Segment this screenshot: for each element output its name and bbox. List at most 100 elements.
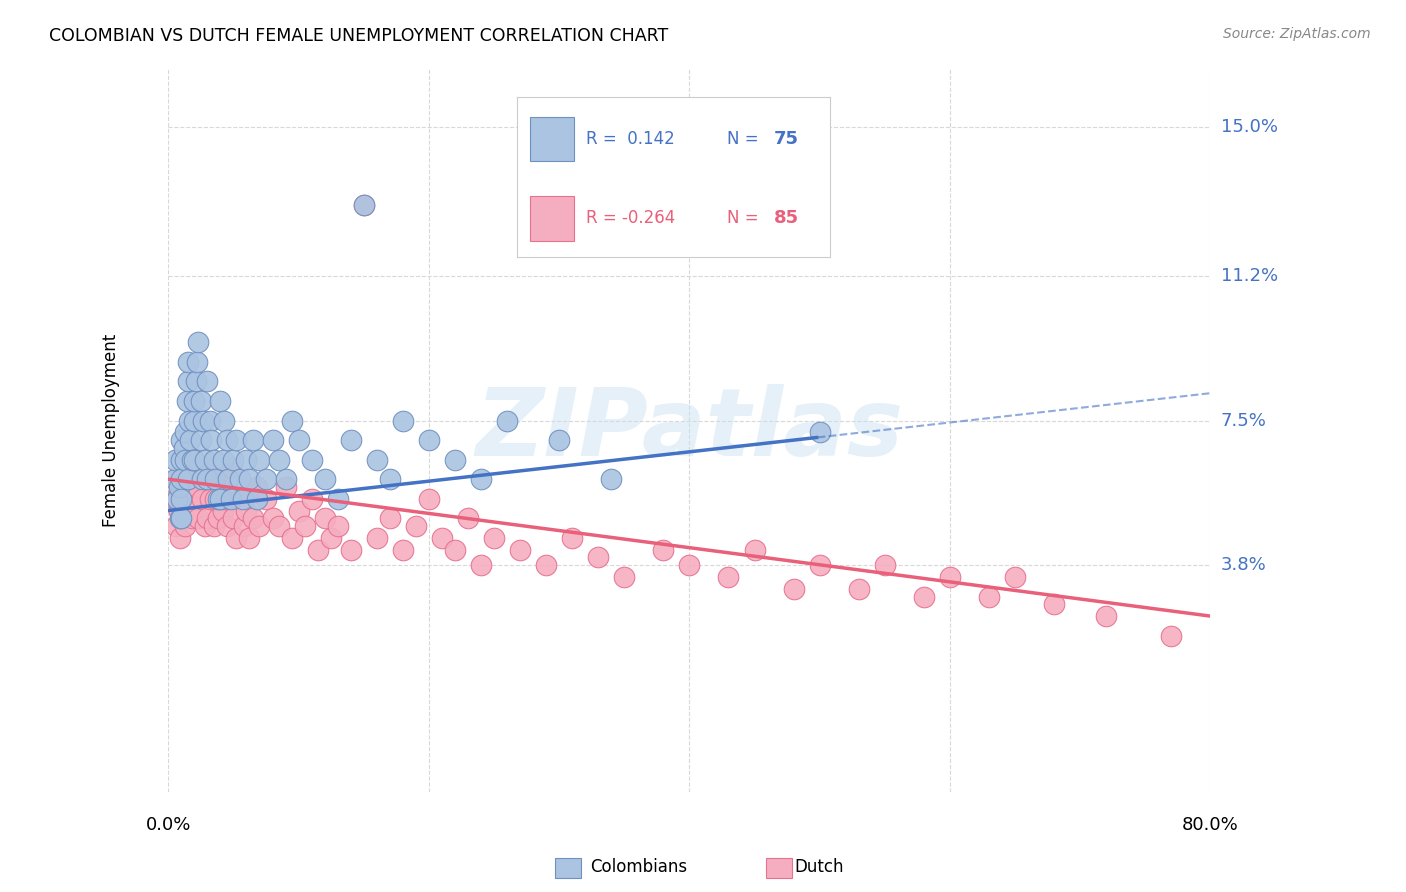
Point (183, 452, 205, 467)
Point (186, 355, 208, 369)
Point (209, 472, 232, 486)
Point (249, 452, 271, 467)
Point (183, 491, 205, 506)
Point (509, 542, 531, 557)
Point (170, 511, 193, 525)
Point (209, 394, 232, 409)
Point (430, 531, 453, 545)
Point (405, 519, 427, 533)
Point (281, 413, 304, 427)
Point (214, 491, 236, 506)
Point (169, 511, 191, 525)
Point (262, 511, 284, 525)
Point (238, 472, 260, 486)
Point (179, 413, 201, 427)
Point (548, 433, 571, 447)
Point (214, 413, 236, 427)
Point (183, 394, 205, 409)
Point (561, 531, 583, 545)
Point (378, 511, 401, 525)
Point (186, 480, 208, 494)
Point (366, 531, 388, 545)
Point (187, 511, 209, 525)
Point (267, 452, 290, 467)
Point (444, 452, 467, 467)
Point (939, 570, 962, 584)
Point (170, 452, 193, 467)
Point (204, 472, 226, 486)
Point (184, 375, 207, 389)
Point (207, 491, 229, 506)
Point (246, 491, 269, 506)
Point (166, 472, 188, 486)
Point (235, 503, 257, 517)
Point (326, 491, 349, 506)
Point (977, 590, 1000, 604)
Point (314, 472, 336, 486)
Point (204, 491, 226, 506)
Point (254, 491, 277, 506)
Text: Dutch: Dutch (794, 858, 844, 876)
Point (200, 472, 222, 486)
Point (166, 491, 188, 506)
Point (1095, 609, 1118, 624)
Point (391, 542, 413, 557)
Point (235, 452, 257, 467)
Point (652, 542, 675, 557)
Point (173, 441, 195, 455)
Point (326, 519, 349, 533)
Point (229, 491, 252, 506)
Point (281, 531, 304, 545)
Point (169, 531, 191, 545)
Text: 80.0%: 80.0% (1182, 815, 1239, 834)
Point (254, 472, 277, 486)
Point (195, 472, 218, 486)
Text: 7.5%: 7.5% (1220, 411, 1267, 430)
Text: 0.0%: 0.0% (146, 815, 191, 834)
Point (418, 433, 440, 447)
Point (163, 452, 186, 467)
Point (174, 519, 197, 533)
Point (180, 452, 202, 467)
Point (1160, 629, 1182, 643)
Point (167, 503, 190, 517)
Point (170, 491, 193, 506)
Point (173, 491, 195, 506)
Point (294, 519, 316, 533)
Text: Source: ZipAtlas.com: Source: ZipAtlas.com (1223, 27, 1371, 41)
Point (215, 433, 238, 447)
Point (848, 582, 870, 596)
Point (232, 491, 254, 506)
Point (470, 472, 492, 486)
Point (301, 491, 323, 506)
Point (194, 452, 217, 467)
Point (177, 472, 200, 486)
Point (249, 519, 271, 533)
Point (195, 472, 218, 486)
Point (613, 570, 636, 584)
Point (187, 335, 209, 350)
Point (808, 425, 831, 440)
Point (176, 394, 198, 409)
Point (170, 511, 193, 525)
Point (246, 480, 269, 494)
Point (167, 480, 190, 494)
Point (200, 433, 222, 447)
Point (287, 503, 309, 517)
Point (183, 413, 205, 427)
Point (179, 433, 201, 447)
Text: ZIPatlas: ZIPatlas (475, 384, 904, 476)
Point (353, 198, 375, 212)
Point (163, 472, 186, 486)
Point (678, 558, 700, 573)
Point (219, 491, 242, 506)
Point (339, 542, 361, 557)
Point (165, 519, 187, 533)
Text: 11.2%: 11.2% (1220, 267, 1278, 285)
Point (808, 558, 831, 573)
Point (202, 452, 225, 467)
Point (202, 519, 225, 533)
Point (242, 433, 264, 447)
Point (301, 452, 323, 467)
Point (1004, 570, 1026, 584)
